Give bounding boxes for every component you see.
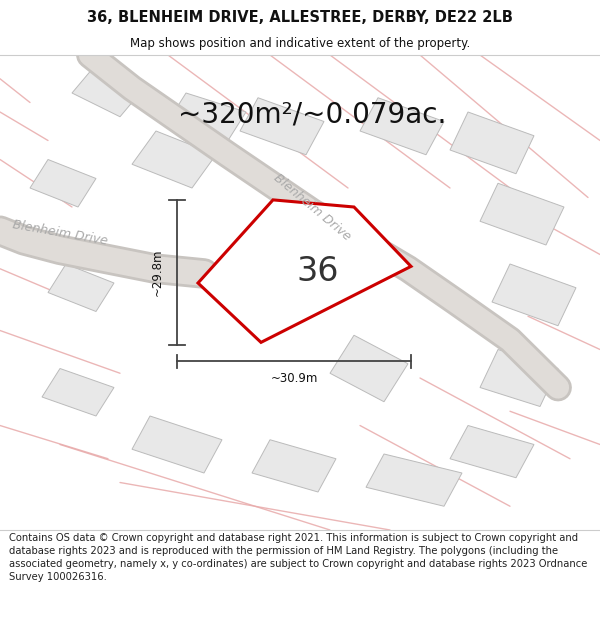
Polygon shape: [480, 183, 564, 245]
Polygon shape: [492, 264, 576, 326]
Text: Contains OS data © Crown copyright and database right 2021. This information is : Contains OS data © Crown copyright and d…: [9, 533, 587, 582]
Polygon shape: [450, 426, 534, 478]
Polygon shape: [480, 349, 558, 406]
Polygon shape: [360, 98, 444, 155]
Polygon shape: [132, 416, 222, 473]
Text: Blenheim Drive: Blenheim Drive: [271, 171, 353, 243]
Polygon shape: [72, 64, 144, 117]
Text: 36: 36: [297, 254, 339, 288]
Polygon shape: [132, 131, 216, 188]
Text: Map shows position and indicative extent of the property.: Map shows position and indicative extent…: [130, 38, 470, 51]
Text: ~320m²/~0.079ac.: ~320m²/~0.079ac.: [178, 101, 446, 128]
Text: ~30.9m: ~30.9m: [271, 372, 317, 385]
Text: 36, BLENHEIM DRIVE, ALLESTREE, DERBY, DE22 2LB: 36, BLENHEIM DRIVE, ALLESTREE, DERBY, DE…: [87, 10, 513, 25]
Polygon shape: [252, 440, 336, 492]
Polygon shape: [240, 98, 324, 155]
Polygon shape: [30, 159, 96, 207]
Polygon shape: [330, 335, 408, 402]
Polygon shape: [228, 240, 300, 298]
Text: ~29.8m: ~29.8m: [151, 249, 164, 296]
Polygon shape: [48, 264, 114, 311]
Polygon shape: [168, 93, 246, 141]
Polygon shape: [450, 112, 534, 174]
Polygon shape: [198, 200, 411, 342]
Polygon shape: [42, 369, 114, 416]
Polygon shape: [366, 454, 462, 506]
Text: Blenheim Drive: Blenheim Drive: [11, 218, 109, 248]
